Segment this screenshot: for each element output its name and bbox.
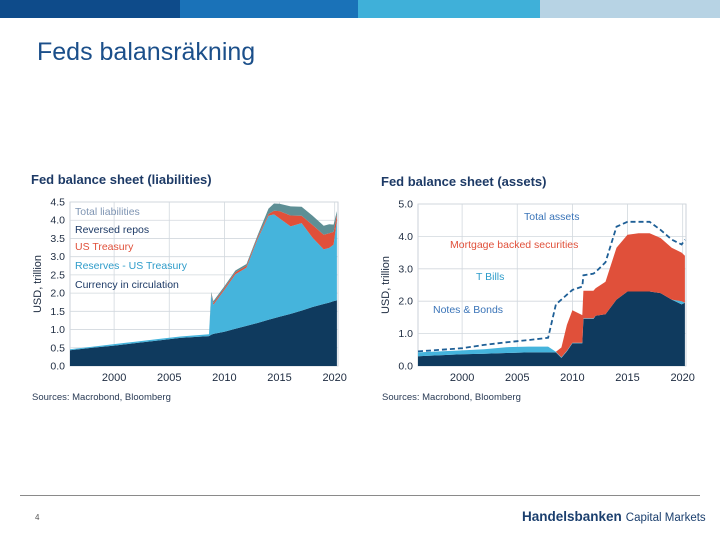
y-tick-label: 1.5 <box>50 306 65 318</box>
y-tick-label: 4.5 <box>50 197 65 209</box>
y-tick-label: 2.5 <box>50 269 65 281</box>
liabilities-chart: 0.0 0.5 1.0 1.5 2.0 2.5 3.0 3.5 4.0 4.5 2000 2005 20… <box>32 197 347 385</box>
legend-label: Mortgage backed securities <box>450 239 578 251</box>
top-bar-segment <box>0 0 180 18</box>
y-tick-label: 1.0 <box>50 324 65 336</box>
y-tick-label: 3.0 <box>398 263 413 275</box>
legend-label: Total assets <box>524 211 579 223</box>
footer-divider <box>20 495 700 496</box>
x-tick-label: 2005 <box>157 372 181 384</box>
company-logo: Handelsbanken Capital Markets <box>522 508 706 526</box>
y-tick-label: 2.0 <box>50 288 65 300</box>
y-tick-label: 0.0 <box>50 361 65 373</box>
legend-label: Notes & Bonds <box>433 304 503 316</box>
y-tick-label: 4.0 <box>50 215 65 227</box>
top-bar-segment <box>180 0 358 18</box>
area-currency-in-circulation <box>70 300 337 366</box>
legend-label: Reversed repos <box>75 224 149 236</box>
y-tick-label: 3.5 <box>50 233 65 245</box>
area-reserves-us-treasury <box>70 214 337 351</box>
legend-label: Total liabilities <box>75 206 140 218</box>
legend-label: Reserves - US Treasury <box>75 260 188 272</box>
area-reversed-repos <box>70 203 337 350</box>
assets-chart: 0.0 1.0 2.0 3.0 4.0 5.0 2000 2005 2010 2015 2020 US… <box>380 199 695 385</box>
y-axis-label: USD, trillion <box>32 255 44 313</box>
x-tick-label: 2015 <box>267 372 291 384</box>
top-color-bar <box>0 0 720 18</box>
y-tick-label: 4.0 <box>398 231 413 243</box>
area-notes-bonds <box>418 291 685 366</box>
top-bar-segment <box>540 0 720 18</box>
y-tick-label: 0.0 <box>398 361 413 373</box>
liabilities-chart-panel: Fed balance sheet (liabilities) 0.0 0.5 1.… <box>28 168 358 408</box>
y-axis-label: USD, trillion <box>380 256 392 314</box>
legend-label: T Bills <box>476 271 504 283</box>
line-total-assets <box>417 220 686 353</box>
y-tick-label: 0.5 <box>50 342 65 354</box>
slide-title: Feds balansräkning <box>37 38 256 66</box>
logo-brand: Handelsbanken <box>522 509 622 524</box>
x-tick-label: 2020 <box>322 372 346 384</box>
area-us-treasury <box>70 210 337 350</box>
chart-title: Fed balance sheet (assets) <box>381 174 547 189</box>
y-tick-label: 1.0 <box>398 328 413 340</box>
x-tick-label: 2000 <box>102 372 126 384</box>
assets-chart-panel: Fed balance sheet (assets) 0.0 1.0 2.0 3.0 4… <box>378 168 698 408</box>
x-tick-label: 2020 <box>670 372 694 384</box>
legend-label: US Treasury <box>75 241 134 253</box>
page-number: 4 <box>35 513 40 522</box>
logo-sub: Capital Markets <box>625 512 706 524</box>
chart-source: Sources: Macrobond, Bloomberg <box>32 392 171 403</box>
y-tick-label: 2.0 <box>398 296 413 308</box>
area-mortgage-backed-securities <box>418 233 685 358</box>
chart-source: Sources: Macrobond, Bloomberg <box>382 392 521 403</box>
x-tick-label: 2015 <box>615 372 639 384</box>
y-tick-label: 5.0 <box>398 199 413 211</box>
x-tick-label: 2010 <box>560 372 584 384</box>
chart-title: Fed balance sheet (liabilities) <box>31 172 212 187</box>
top-bar-segment <box>358 0 540 18</box>
x-tick-label: 2010 <box>212 372 236 384</box>
legend-label: Currency in circulation <box>75 279 179 291</box>
x-tick-label: 2000 <box>450 372 474 384</box>
x-tick-label: 2005 <box>505 372 529 384</box>
y-tick-label: 3.0 <box>50 251 65 263</box>
area-t-bills <box>418 291 685 358</box>
